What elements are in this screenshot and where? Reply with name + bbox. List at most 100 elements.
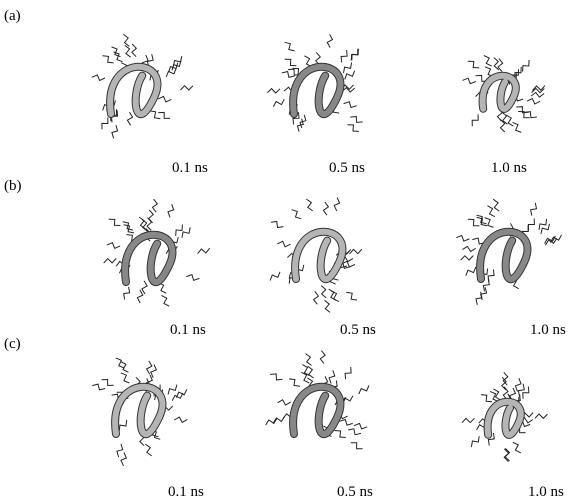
molecule-stick [345,367,351,379]
molecule-stick [117,444,123,457]
frame-label: 0.5 ns [340,322,376,338]
molecule-stick [102,118,108,130]
molecule-stick [278,400,291,405]
molecule-stick [525,112,537,118]
ribbon [295,232,342,279]
molecule-stick [321,286,326,298]
ribbon [293,67,340,114]
molecule-stick [462,246,475,251]
molecule-stick [104,259,117,264]
molecule-stick [158,112,170,118]
molecule-stick [121,373,129,383]
molecule-stick [461,256,474,261]
molecule-stick [314,291,319,304]
molecule-stick [528,219,534,231]
molecule-stick [174,417,187,422]
molecule-stick [523,60,530,72]
molecule-stick [535,414,548,418]
ribbon [125,235,172,282]
molecule-stick [121,453,127,466]
frame-label: 0.5 ns [329,160,365,176]
frame-label: 0.1 ns [172,160,208,176]
molecule-stick [348,429,361,435]
frame-label: 0.5 ns [337,484,373,500]
molecule-stick [182,227,190,237]
molecule-stick [271,222,284,228]
molecule-stick [127,112,132,125]
molecule-stick [359,386,369,395]
molecule-stick [153,199,158,212]
molecule-stick [487,206,494,217]
panel-label: (a) [4,8,21,24]
molecule-stick [481,395,492,402]
molecule-stick [334,198,340,211]
molecule-stick [124,287,130,300]
molecule-stick [107,243,120,249]
molecule-stick [341,50,347,62]
ribbon [110,67,157,114]
molecule-stick [161,295,169,306]
molecule-stick [527,99,540,104]
molecule-stick [168,204,174,217]
molecule-stick [92,384,105,390]
molecule-stick [541,224,550,234]
molecule-stick [350,117,362,123]
molecule-stick [149,210,154,223]
molecule-stick [292,210,302,219]
molecule-stick [102,380,114,386]
molecule-stick [306,199,312,211]
molecule-stick [124,225,134,233]
molecule-stick [198,248,210,253]
molecule-stick [468,61,479,68]
molecule-stick [112,125,118,138]
molecule-stick [493,199,499,211]
molecule-stick [348,125,359,132]
molecule-stick [477,215,487,224]
ribbon [115,387,162,434]
molecule-stick [462,418,475,422]
molecule-stick [301,372,309,383]
panel-label: (b) [4,178,22,194]
molecule-stick [513,442,521,453]
molecule-stick [285,42,295,51]
molecule-stick [344,102,357,108]
molecule-stick [308,366,314,378]
panel-label: (c) [4,336,21,352]
molecule-stick [186,275,199,281]
molecule-stick [103,56,114,63]
molecule-stick [139,217,145,229]
frame-label: 0.1 ns [168,484,204,500]
page: (a) 0.1 ns 0.5 ns 1.0 ns (b) 0.1 ns 0.5 … [0,0,587,500]
frame-label: 1.0 ns [528,484,564,500]
molecule-stick [494,389,501,400]
molecule-stick [472,114,478,126]
molecule-stick [354,423,367,429]
molecule-stick [123,34,129,46]
molecule-stick [494,58,499,70]
molecule-stick [323,202,328,215]
molecule-stick [351,443,363,449]
molecule-stick [181,86,194,90]
molecule-stick [531,203,537,216]
molecule-stick [142,281,147,294]
molecule-stick [335,431,346,438]
molecule-stick [270,272,280,281]
molecule-stick [150,111,161,119]
molecule-stick [329,370,335,383]
molecule-stick [285,59,297,65]
molecule-stick [488,269,494,282]
molecule-stick [277,241,290,247]
molecule-stick [329,289,336,300]
molecule-stick [346,292,357,300]
molecule-stick [270,374,282,380]
molecule-stick [282,72,295,78]
molecule-stick [515,378,521,391]
figure: (a) 0.1 ns 0.5 ns 1.0 ns (b) 0.1 ns 0.5 … [0,0,587,500]
molecule-stick [320,351,325,364]
molecule-stick [327,34,332,47]
frame-label: 1.0 ns [491,160,527,176]
molecule-stick [345,71,355,80]
frame-label: 0.1 ns [170,322,206,338]
molecule-stick [306,354,312,366]
molecule-stick [466,267,476,276]
